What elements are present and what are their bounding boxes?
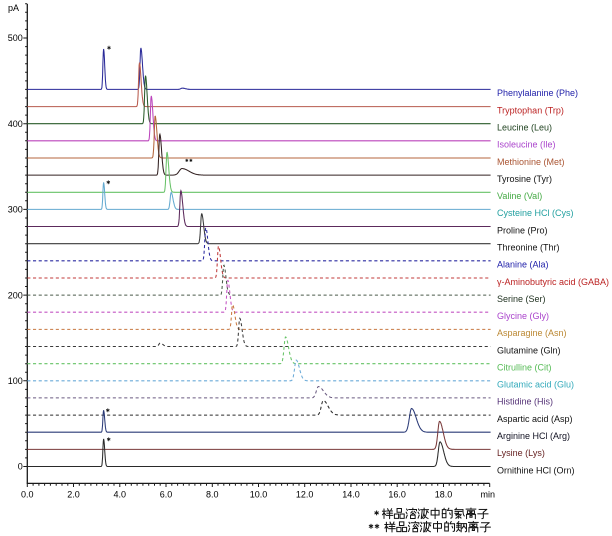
svg-text:Arginine HCl (Arg): Arginine HCl (Arg) (497, 431, 570, 441)
svg-text:Tryptophan (Trp): Tryptophan (Trp) (497, 105, 564, 115)
svg-text:Proline (Pro): Proline (Pro) (497, 225, 548, 235)
svg-text:min: min (480, 490, 495, 500)
svg-text:γ-Aminobutyric acid (GABA): γ-Aminobutyric acid (GABA) (497, 277, 609, 287)
svg-text:Histidine (His): Histidine (His) (497, 397, 553, 407)
svg-text:0: 0 (18, 462, 23, 472)
svg-text:Valine (Val): Valine (Val) (497, 191, 542, 201)
svg-text:Phenylalanine (Phe): Phenylalanine (Phe) (497, 88, 578, 98)
svg-text:Leucine (Leu): Leucine (Leu) (497, 123, 552, 133)
svg-text:14.0: 14.0 (342, 490, 360, 500)
svg-text:Aspartic acid (Asp): Aspartic acid (Asp) (497, 414, 573, 424)
svg-text:Asparagine (Asn): Asparagine (Asn) (497, 328, 567, 338)
svg-text:200: 200 (8, 290, 23, 300)
svg-text:Ornithine HCl (Orn): Ornithine HCl (Orn) (497, 465, 575, 475)
svg-text:12.0: 12.0 (296, 490, 314, 500)
svg-text:Methionine (Met): Methionine (Met) (497, 157, 565, 167)
svg-text:16.0: 16.0 (388, 490, 406, 500)
svg-text:Glycine (Gly): Glycine (Gly) (497, 311, 549, 321)
svg-text:400: 400 (8, 119, 23, 129)
svg-text:Glutamine (Gln): Glutamine (Gln) (497, 345, 561, 355)
svg-text:Tyrosine (Tyr): Tyrosine (Tyr) (497, 174, 552, 184)
svg-text:6.0: 6.0 (160, 490, 173, 500)
svg-text:18.0: 18.0 (435, 490, 453, 500)
svg-text:Isoleucine (Ile): Isoleucine (Ile) (497, 140, 556, 150)
svg-text:0.0: 0.0 (21, 490, 34, 500)
svg-text:500: 500 (8, 33, 23, 43)
svg-text:Serine (Ser): Serine (Ser) (497, 294, 546, 304)
svg-text:Citrulline (Cit): Citrulline (Cit) (497, 363, 552, 373)
svg-text:Alanine (Ala): Alanine (Ala) (497, 260, 549, 270)
svg-text:300: 300 (8, 205, 23, 215)
svg-text:Threonine (Thr): Threonine (Thr) (497, 243, 560, 253)
svg-text:pA: pA (8, 3, 19, 13)
svg-text:100: 100 (8, 376, 23, 386)
svg-text:2.0: 2.0 (67, 490, 80, 500)
svg-text:Lysine (Lys): Lysine (Lys) (497, 448, 545, 458)
svg-text:Cysteine HCl (Cys): Cysteine HCl (Cys) (497, 208, 574, 218)
svg-text:4.0: 4.0 (114, 490, 127, 500)
svg-text:Glutamic acid (Glu): Glutamic acid (Glu) (497, 380, 574, 390)
svg-text:8.0: 8.0 (206, 490, 219, 500)
svg-text:10.0: 10.0 (250, 490, 268, 500)
